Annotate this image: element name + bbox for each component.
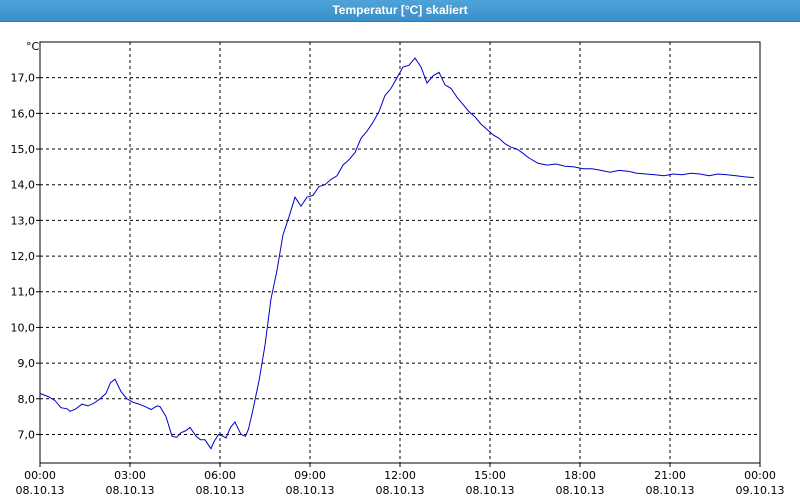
x-tick-time-label: 00:00	[24, 469, 56, 482]
x-tick-date-label: 08.10.13	[196, 484, 245, 497]
x-axis-ticks: 00:00 08.10.13 03:00 08.10.13 06:00 08.10.13 0…	[16, 463, 785, 497]
x-tick-date-label: 08.10.13	[286, 484, 335, 497]
y-tick-label: 8,0	[18, 393, 36, 406]
y-tick-label: 16,0	[11, 107, 36, 120]
x-tick-time-label: 15:00	[474, 469, 506, 482]
x-tick-date-label: 08.10.13	[466, 484, 515, 497]
y-tick-label: 15,0	[11, 143, 36, 156]
chart-title: Temperatur [°C] skaliert	[0, 0, 800, 22]
plot-area-frame	[39, 41, 761, 464]
y-tick-label: 10,0	[11, 321, 36, 334]
x-tick-time-label: 09:00	[294, 469, 326, 482]
x-tick-date-label: 09.10.13	[736, 484, 785, 497]
y-tick-label: 9,0	[18, 357, 36, 370]
chart-grid	[40, 42, 760, 463]
y-axis-ticks: 7,0 8,0 9,0 10,0 11,0 12,0 13,0 14,0 15,0 16,0 17,…	[11, 72, 40, 441]
y-tick-label: 12,0	[11, 250, 36, 263]
x-tick-date-label: 08.10.13	[16, 484, 65, 497]
x-tick-time-label: 00:00	[744, 469, 776, 482]
temperature-series-line	[39, 57, 755, 450]
x-tick-time-label: 03:00	[114, 469, 146, 482]
x-tick-date-label: 08.10.13	[556, 484, 605, 497]
y-tick-label: 7,0	[18, 428, 36, 441]
chart-series	[39, 57, 755, 450]
y-tick-label: 14,0	[11, 179, 36, 192]
x-tick-date-label: 08.10.13	[646, 484, 695, 497]
y-axis-unit-label: °C	[26, 40, 40, 53]
x-tick-date-label: 08.10.13	[376, 484, 425, 497]
x-tick-time-label: 12:00	[384, 469, 416, 482]
x-tick-time-label: 21:00	[654, 469, 686, 482]
x-tick-time-label: 06:00	[204, 469, 236, 482]
y-tick-label: 11,0	[11, 286, 36, 299]
x-tick-time-label: 18:00	[564, 469, 596, 482]
y-tick-label: 17,0	[11, 72, 36, 85]
y-tick-label: 13,0	[11, 214, 36, 227]
x-tick-date-label: 08.10.13	[106, 484, 155, 497]
